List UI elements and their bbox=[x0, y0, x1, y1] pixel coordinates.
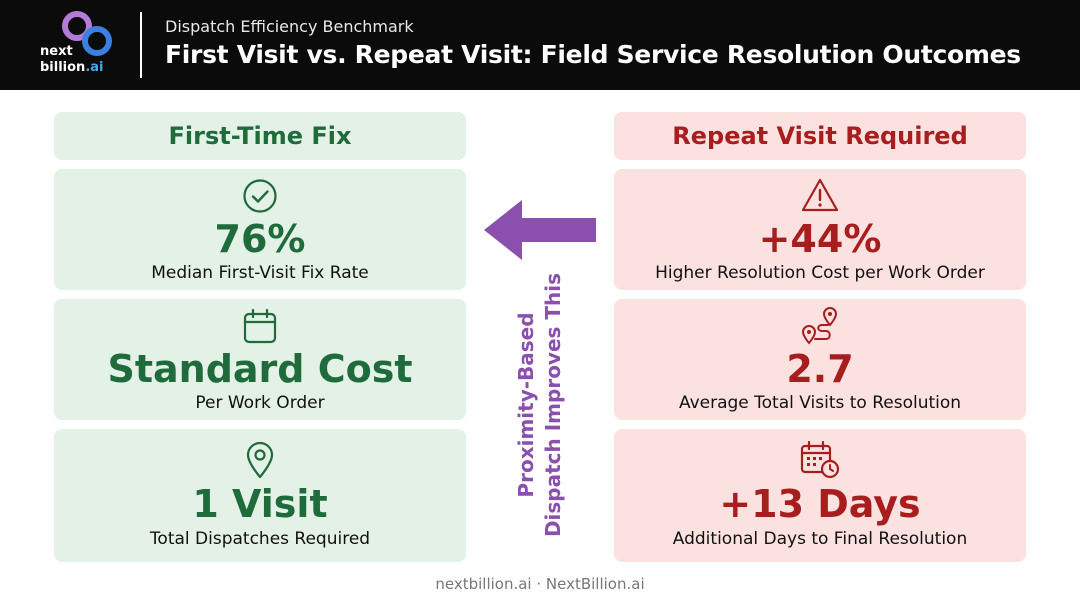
center-line-1: Proximity-Based bbox=[514, 312, 538, 498]
cost-value: Standard Cost bbox=[107, 347, 413, 391]
nextbillion-logo[interactable]: next billion.ai bbox=[40, 10, 116, 82]
header-bar: next billion.ai Dispatch Efficiency Benc… bbox=[0, 0, 1080, 90]
logo-line-1: next bbox=[40, 44, 73, 59]
first-time-fix-heading: First-Time Fix bbox=[168, 122, 352, 150]
fix-rate-card: 76% Median First-Visit Fix Rate bbox=[54, 169, 466, 290]
resolution-cost-label: Higher Resolution Cost per Work Order bbox=[655, 263, 985, 283]
center-line-2: Dispatch Improves This bbox=[541, 272, 565, 538]
cost-label: Per Work Order bbox=[195, 393, 325, 413]
logo-mark-icon bbox=[62, 11, 112, 56]
calendar-clock-icon bbox=[800, 441, 840, 479]
page-title: First Visit vs. Repeat Visit: Field Serv… bbox=[165, 40, 1021, 69]
resolution-cost-card: +44% Higher Resolution Cost per Work Ord… bbox=[614, 169, 1026, 290]
resolution-cost-value: +44% bbox=[758, 217, 882, 261]
total-visits-card: 2.7 Average Total Visits to Resolution bbox=[614, 299, 1026, 420]
header-divider bbox=[140, 12, 142, 78]
total-visits-label: Average Total Visits to Resolution bbox=[678, 393, 962, 413]
header-kicker: Dispatch Efficiency Benchmark bbox=[165, 17, 414, 36]
footer-credit[interactable]: nextbillion.ai · NextBillion.ai bbox=[435, 575, 645, 593]
additional-days-card: +13 Days Additional Days to Final Resolu… bbox=[614, 429, 1026, 562]
check-circle-icon bbox=[243, 179, 277, 213]
fix-rate-value: 76% bbox=[214, 217, 306, 261]
additional-days-label: Additional Days to Final Resolution bbox=[672, 529, 968, 549]
warning-icon bbox=[801, 178, 839, 212]
center-callout-text: Proximity-Based Dispatch Improves This bbox=[513, 273, 567, 537]
logo-suffix: .ai bbox=[85, 60, 104, 75]
visits-card: 1 Visit Total Dispatches Required bbox=[54, 429, 466, 562]
fix-rate-label: Median First-Visit Fix Rate bbox=[151, 263, 369, 283]
visits-value: 1 Visit bbox=[192, 482, 328, 526]
left-arrow-icon bbox=[484, 200, 596, 260]
calendar-icon bbox=[243, 308, 277, 344]
repeat-visit-heading-card: Repeat Visit Required bbox=[614, 112, 1026, 160]
route-icon bbox=[801, 307, 838, 345]
repeat-visit-heading: Repeat Visit Required bbox=[672, 122, 968, 150]
additional-days-value: +13 Days bbox=[719, 482, 921, 526]
logo-line-2: billion.ai bbox=[40, 60, 104, 76]
cost-card: Standard Cost Per Work Order bbox=[54, 299, 466, 420]
visits-label: Total Dispatches Required bbox=[149, 529, 371, 549]
logo-text: next billion.ai bbox=[40, 44, 104, 76]
map-pin-icon bbox=[246, 441, 274, 479]
total-visits-value: 2.7 bbox=[786, 347, 854, 391]
first-time-fix-heading-card: First-Time Fix bbox=[54, 112, 466, 160]
logo-word: billion bbox=[40, 60, 86, 75]
